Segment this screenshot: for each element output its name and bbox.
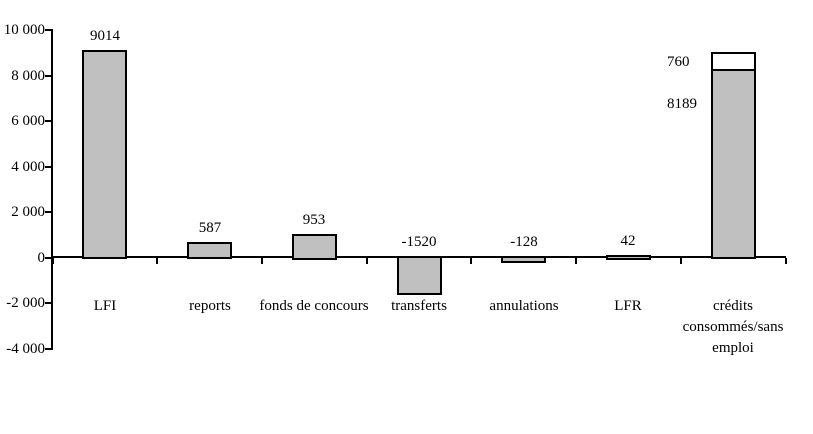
bar-segment [82, 50, 127, 260]
y-axis-tick-label: -4 000 [6, 341, 45, 357]
bar-segment [711, 52, 756, 72]
y-axis-tick-mark [45, 302, 53, 304]
bar-segment [397, 256, 442, 295]
value-label: 953 [302, 212, 326, 228]
category-label: reports [189, 298, 231, 314]
bar-segment [711, 69, 756, 260]
value-label: -128 [510, 234, 538, 250]
value-label: 42 [620, 233, 636, 249]
y-axis-line [51, 30, 53, 349]
category-label: crédits consommés/sans emploi [682, 298, 784, 356]
x-axis-tick-mark [156, 258, 158, 264]
stacked-value-label-bottom: 8189 [667, 96, 697, 112]
bar-segment [292, 234, 337, 260]
y-axis-tick-label: 0 [37, 250, 46, 266]
y-axis-tick-mark [45, 120, 53, 122]
y-axis-tick-label: -2 000 [6, 295, 45, 311]
category-label: LFR [614, 298, 642, 314]
y-axis-tick-label: 4 000 [11, 159, 45, 175]
y-axis-tick-mark [45, 166, 53, 168]
x-axis-tick-mark [680, 258, 682, 264]
value-label: -1520 [401, 234, 437, 250]
y-axis-tick-label: 8 000 [11, 68, 45, 84]
x-axis-tick-mark [785, 258, 787, 264]
bar-segment [187, 242, 232, 260]
y-axis-tick-mark [45, 257, 53, 259]
y-axis-tick-label: 6 000 [11, 113, 45, 129]
y-axis-tick-label: 2 000 [11, 204, 45, 220]
y-axis-tick-mark [45, 211, 53, 213]
x-axis-tick-mark [366, 258, 368, 264]
category-label: annulations [489, 298, 559, 314]
y-axis-tick-mark [45, 29, 53, 31]
bar-segment [606, 255, 651, 260]
x-axis-tick-mark [575, 258, 577, 264]
y-axis-tick-mark [45, 75, 53, 77]
value-label: 9014 [90, 28, 120, 44]
x-axis-tick-mark [261, 258, 263, 264]
x-axis-tick-mark [52, 258, 54, 264]
value-label: 587 [198, 220, 222, 236]
y-axis-tick-mark [45, 348, 53, 350]
bar-segment [501, 256, 546, 263]
category-label: fonds de concours [259, 298, 369, 314]
y-axis-tick-label: 10 000 [3, 22, 45, 38]
x-axis-tick-mark [470, 258, 472, 264]
category-label: transferts [391, 298, 447, 314]
category-label: LFI [93, 298, 117, 314]
stacked-value-label-top: 760 [667, 54, 690, 70]
